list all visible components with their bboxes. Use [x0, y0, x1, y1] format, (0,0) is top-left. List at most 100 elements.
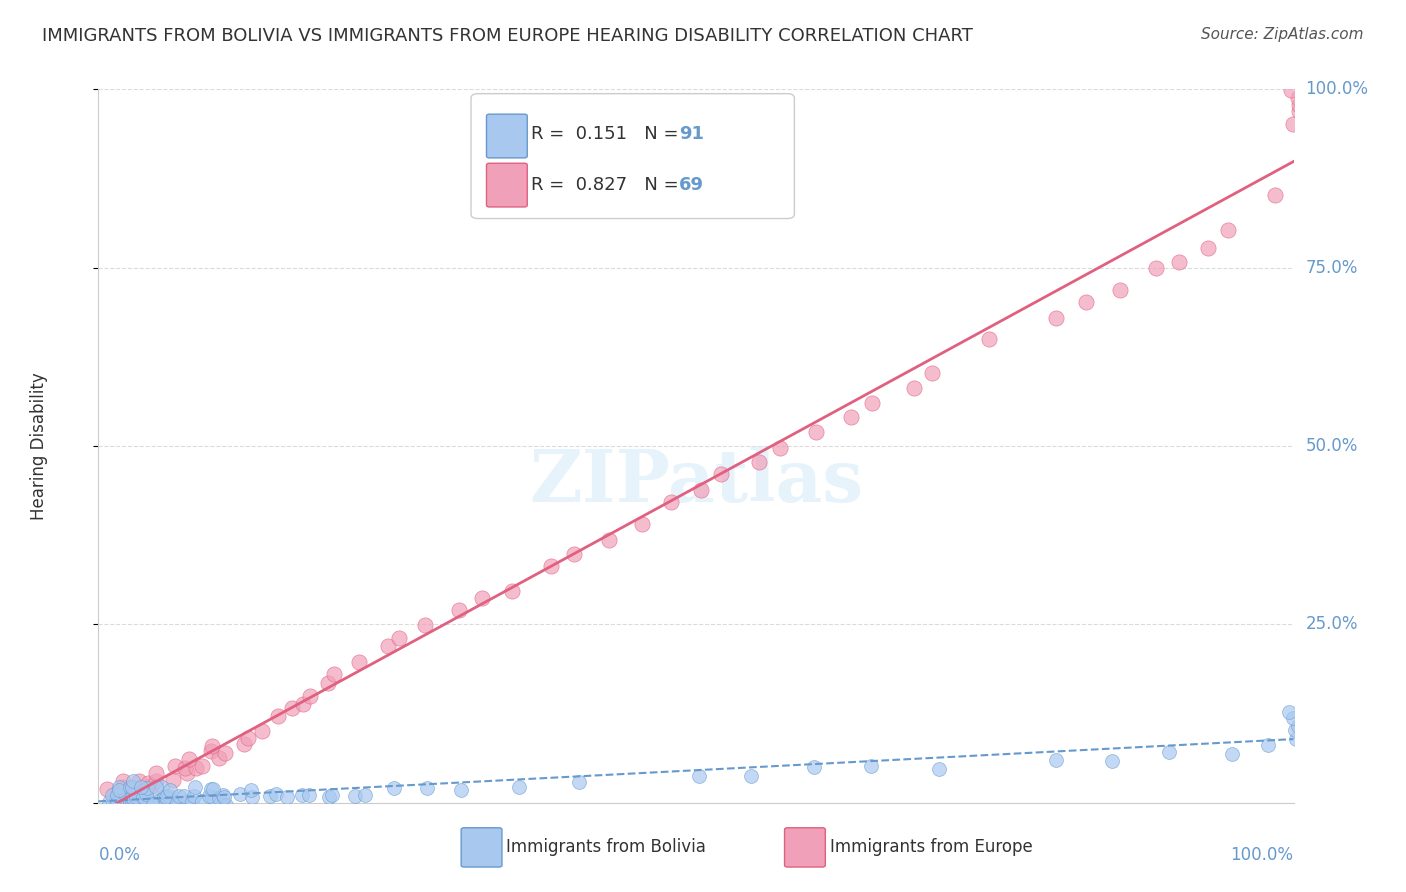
Point: [157, 789, 180, 803]
Point: [267, 709, 290, 723]
Point: [177, 752, 200, 766]
Point: [1284, 723, 1306, 737]
Point: [183, 789, 205, 804]
Point: [1257, 738, 1279, 752]
Point: [501, 583, 523, 598]
Text: 100.0%: 100.0%: [1230, 846, 1294, 863]
Text: IMMIGRANTS FROM BOLIVIA VS IMMIGRANTS FROM EUROPE HEARING DISABILITY CORRELATION: IMMIGRANTS FROM BOLIVIA VS IMMIGRANTS FR…: [42, 27, 973, 45]
Point: [121, 789, 143, 804]
Point: [174, 761, 197, 775]
Point: [107, 796, 129, 810]
Text: Source: ZipAtlas.com: Source: ZipAtlas.com: [1201, 27, 1364, 42]
Point: [120, 789, 142, 803]
Point: [214, 746, 236, 760]
Point: [508, 780, 530, 794]
Point: [259, 789, 281, 803]
Text: Immigrants from Europe: Immigrants from Europe: [830, 838, 1032, 856]
Point: [101, 796, 124, 810]
Point: [903, 381, 925, 395]
Point: [1281, 117, 1303, 131]
Point: [122, 797, 145, 812]
Point: [136, 781, 159, 796]
Point: [107, 796, 129, 810]
Point: [839, 410, 862, 425]
Point: [115, 789, 138, 803]
Point: [318, 789, 340, 804]
Point: [1286, 91, 1309, 105]
Point: [143, 797, 166, 811]
Point: [316, 676, 339, 690]
Point: [155, 797, 177, 812]
Point: [471, 591, 494, 605]
Point: [111, 780, 134, 794]
Point: [353, 788, 375, 802]
Point: [229, 787, 252, 801]
Text: Immigrants from Bolivia: Immigrants from Bolivia: [506, 838, 706, 856]
Point: [166, 797, 188, 811]
Text: 91: 91: [679, 125, 704, 143]
Point: [344, 789, 367, 804]
Point: [112, 797, 135, 812]
Point: [107, 782, 129, 797]
Point: [568, 775, 591, 789]
Point: [159, 783, 181, 797]
Point: [1286, 719, 1309, 733]
Point: [1264, 187, 1286, 202]
Point: [131, 790, 153, 805]
Point: [96, 782, 118, 797]
Point: [191, 759, 214, 773]
Text: 75.0%: 75.0%: [1306, 259, 1358, 277]
Point: [121, 795, 143, 809]
Point: [211, 797, 233, 811]
Point: [215, 797, 238, 812]
Text: 0.0%: 0.0%: [98, 846, 141, 863]
Point: [298, 788, 321, 802]
Point: [631, 517, 654, 532]
Point: [173, 789, 195, 803]
Point: [1144, 260, 1167, 275]
Point: [921, 366, 943, 380]
Text: ZIPatlas: ZIPatlas: [529, 446, 863, 517]
Point: [1076, 295, 1098, 310]
Text: 69: 69: [679, 176, 704, 194]
Point: [176, 794, 198, 808]
Point: [598, 533, 620, 548]
Point: [250, 723, 273, 738]
Point: [128, 773, 150, 788]
Point: [115, 789, 138, 803]
Point: [180, 795, 202, 809]
Point: [104, 797, 127, 811]
Point: [689, 483, 711, 497]
Point: [1168, 255, 1191, 269]
Point: [349, 655, 371, 669]
Point: [977, 332, 1000, 346]
Point: [1279, 83, 1302, 97]
Text: R =  0.151   N =: R = 0.151 N =: [531, 125, 685, 143]
Point: [208, 790, 231, 805]
Point: [1285, 732, 1308, 747]
Point: [104, 787, 127, 801]
Point: [145, 774, 167, 789]
Point: [769, 441, 792, 455]
Point: [232, 738, 254, 752]
Point: [145, 765, 167, 780]
Point: [114, 790, 136, 805]
Point: [118, 780, 141, 794]
Point: [152, 789, 174, 803]
Point: [214, 789, 236, 804]
Point: [198, 789, 221, 803]
Point: [388, 632, 411, 646]
Point: [562, 547, 585, 561]
Point: [105, 788, 128, 802]
Point: [112, 797, 135, 812]
Point: [416, 781, 439, 796]
Text: Hearing Disability: Hearing Disability: [30, 372, 48, 520]
Point: [450, 783, 472, 797]
Point: [200, 782, 222, 797]
Point: [162, 796, 184, 810]
Point: [167, 789, 190, 804]
Point: [803, 760, 825, 774]
Point: [240, 783, 263, 797]
Point: [200, 744, 222, 758]
Point: [139, 780, 162, 794]
